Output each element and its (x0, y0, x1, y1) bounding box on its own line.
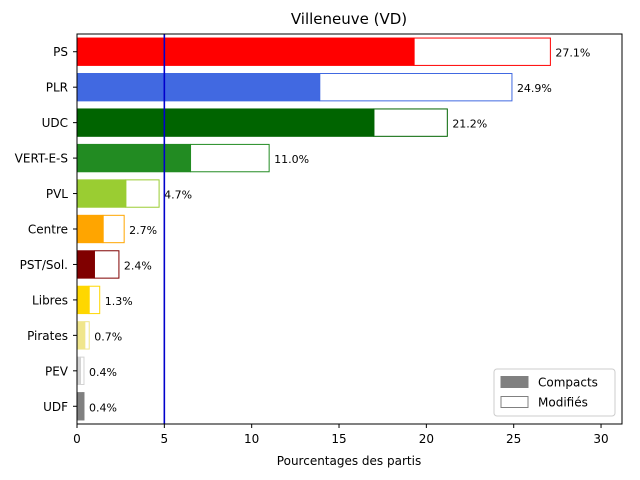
legend-label: Modifiés (538, 396, 588, 410)
bar-modifies-libres (88, 285, 101, 315)
y-tick-label: PST/Sol. (20, 258, 68, 272)
x-tick-label: 5 (161, 432, 169, 446)
bar-compacts-udc (77, 108, 374, 137)
y-tick-label: UDC (42, 116, 68, 130)
bar-value-label: 2.7% (129, 224, 157, 237)
legend-label: Compacts (538, 376, 598, 390)
x-tick-label: 0 (73, 432, 81, 446)
y-tick-label: PLR (46, 81, 68, 95)
y-tick-label: PEV (45, 364, 69, 378)
bar-compacts-pirates (77, 321, 85, 350)
y-tick-label: Centre (28, 223, 68, 237)
x-tick-label: 25 (506, 432, 521, 446)
bar-value-label: 2.4% (124, 259, 152, 272)
bar-modifies-pev (79, 356, 85, 385)
y-tick-label: Pirates (27, 329, 68, 343)
axes-frame (76, 33, 623, 425)
bar-value-label: 21.2% (452, 118, 487, 131)
legend-swatch-compacts (500, 376, 529, 388)
bar-compacts-pev (77, 356, 81, 385)
y-tick-label: Libres (32, 293, 68, 307)
y-tick-label: VERT-E-S (15, 152, 68, 166)
x-tick-label: 20 (419, 432, 434, 446)
bar-modifies-udc (373, 108, 448, 137)
bar-value-label: 11.0% (274, 153, 309, 166)
bar-value-label: 24.9% (517, 82, 552, 95)
bar-modifies-plr (319, 73, 513, 102)
bar-modifies-ps (413, 37, 551, 66)
bar-modifies-pvl (125, 179, 160, 208)
plot-area: 27.1% PS 24.9% PLR 21.2% UDC 11.0% VERT-E-S 4.7%… (15, 33, 623, 446)
bar-value-label: 0.4% (89, 401, 117, 414)
x-tick-label: 30 (593, 432, 608, 446)
bar-modifies-centre (102, 214, 125, 244)
bar-modifies-udf (82, 392, 85, 421)
x-axis-label: Pourcentages des partis (277, 454, 421, 468)
bar-compacts-pst-sol- (77, 250, 95, 279)
chart-title: Villeneuve (VD) (291, 10, 407, 28)
y-tick-label: UDF (43, 400, 68, 414)
x-tick-label: 10 (244, 432, 259, 446)
bar-compacts-pvl (77, 179, 126, 208)
y-tick-label: PS (53, 45, 68, 59)
bar-value-label: 0.7% (94, 330, 122, 343)
bar-compacts-plr (77, 73, 320, 102)
bar-value-label: 0.4% (89, 366, 117, 379)
bar-modifies-vert-e-s (190, 143, 270, 173)
bar-modifies-pirates (84, 321, 90, 350)
bar-modifies-pst-sol- (93, 250, 120, 279)
y-tick-label: PVL (46, 187, 68, 201)
legend: Compacts Modifiés (493, 368, 616, 417)
bar-compacts-ps (77, 37, 415, 66)
bar-value-label: 27.1% (555, 47, 590, 60)
legend-swatch-modifies (500, 396, 529, 408)
x-tick-label: 15 (331, 432, 346, 446)
bar-value-label: 1.3% (105, 295, 133, 308)
bar-compacts-vert-e-s (77, 143, 191, 173)
bar-compacts-centre (77, 214, 104, 244)
bar-compacts-libres (77, 285, 90, 315)
bar-compacts-udf (77, 392, 84, 421)
bar-value-label: 4.7% (164, 189, 192, 202)
